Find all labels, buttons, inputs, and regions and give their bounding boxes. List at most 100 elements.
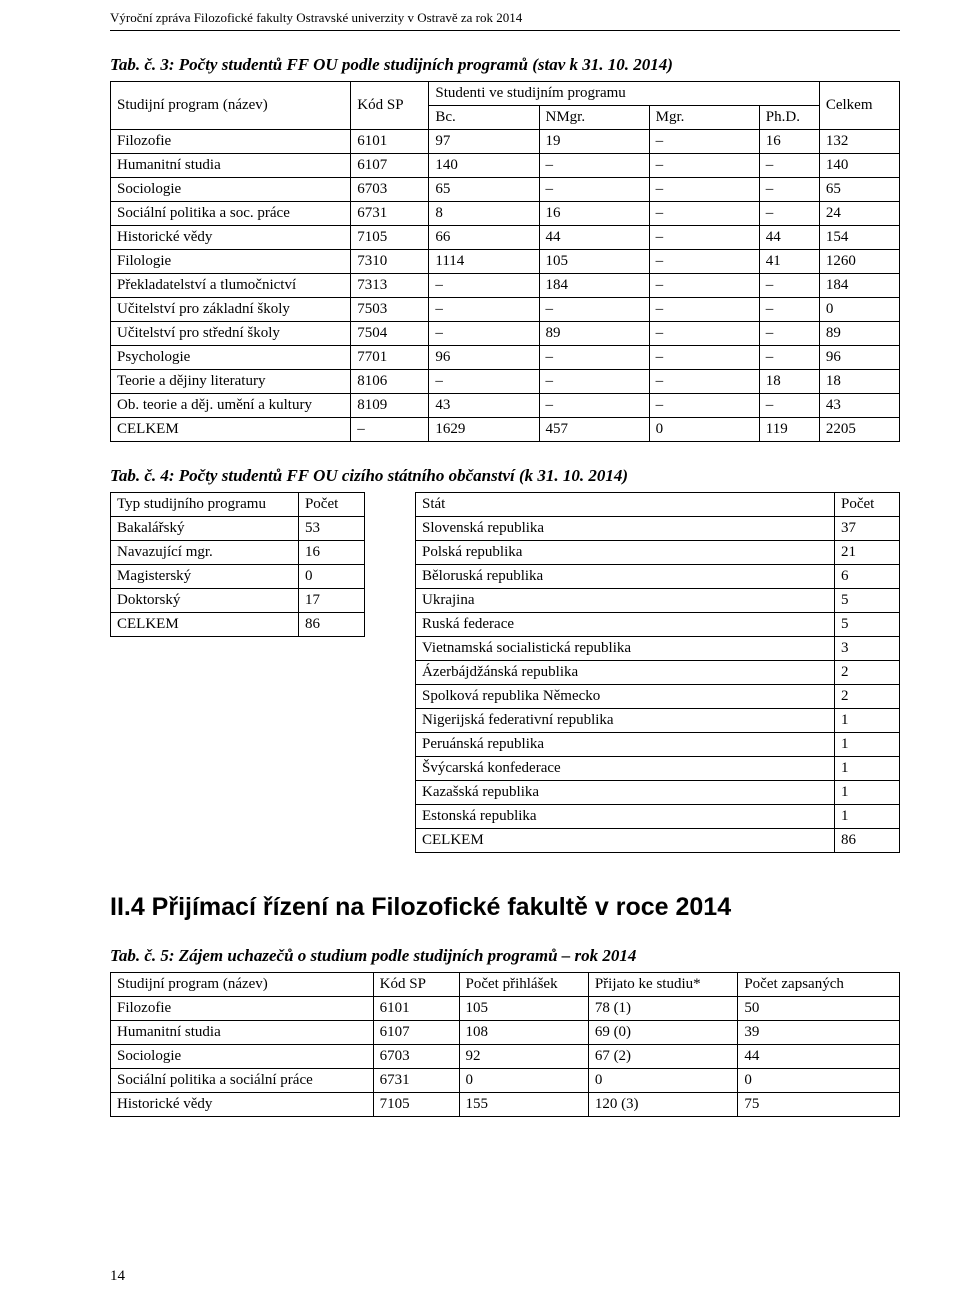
table3-row: Teorie a dějiny literatury8106–––1818 bbox=[111, 370, 900, 394]
table-cell: 75 bbox=[738, 1093, 900, 1117]
table3: Studijní program (název) Kód SP Studenti… bbox=[110, 81, 900, 442]
table4-right-row: Spolková republika Německo2 bbox=[416, 685, 900, 709]
table-cell: 96 bbox=[819, 346, 899, 370]
header-rule bbox=[110, 30, 900, 31]
table-cell: 92 bbox=[459, 1045, 588, 1069]
table-cell: 457 bbox=[539, 418, 649, 442]
table-cell: Sociální politika a soc. práce bbox=[111, 202, 351, 226]
section-heading: II.4 Přijímací řízení na Filozofické fak… bbox=[110, 893, 900, 922]
table-cell: – bbox=[759, 202, 819, 226]
table-cell: Běloruská republika bbox=[416, 565, 835, 589]
table-cell: Magisterský bbox=[111, 565, 299, 589]
table4-caption: Tab. č. 4: Počty studentů FF OU cizího s… bbox=[110, 466, 900, 486]
table-cell: 1 bbox=[835, 757, 900, 781]
table4-left: Typ studijního programu Počet Bakalářský… bbox=[110, 492, 365, 637]
table-cell: 155 bbox=[459, 1093, 588, 1117]
table-cell: 1 bbox=[835, 781, 900, 805]
table3-row: Učitelství pro střední školy7504–89––89 bbox=[111, 322, 900, 346]
table-cell: – bbox=[649, 322, 759, 346]
table-cell: 0 bbox=[738, 1069, 900, 1093]
table-cell: 6731 bbox=[351, 202, 429, 226]
th-program-name: Studijní program (název) bbox=[111, 973, 374, 997]
table-cell: 1 bbox=[835, 709, 900, 733]
th-applications: Počet přihlášek bbox=[459, 973, 588, 997]
table-cell: 5 bbox=[835, 589, 900, 613]
th-count: Počet bbox=[835, 493, 900, 517]
table-cell: 105 bbox=[459, 997, 588, 1021]
table-cell: – bbox=[351, 418, 429, 442]
table-cell: Psychologie bbox=[111, 346, 351, 370]
table3-row: Humanitní studia6107140–––140 bbox=[111, 154, 900, 178]
table4-left-row: Bakalářský53 bbox=[111, 517, 365, 541]
table-cell: Humanitní studia bbox=[111, 1021, 374, 1045]
table-cell: 154 bbox=[819, 226, 899, 250]
table-cell: 1 bbox=[835, 805, 900, 829]
table-cell: 6107 bbox=[351, 154, 429, 178]
table-cell: 1629 bbox=[429, 418, 539, 442]
table-cell: 24 bbox=[819, 202, 899, 226]
table4-right-row: Vietnamská socialistická republika3 bbox=[416, 637, 900, 661]
table-cell: 89 bbox=[539, 322, 649, 346]
table-cell: Filozofie bbox=[111, 997, 374, 1021]
table4-right-row: Estonská republika1 bbox=[416, 805, 900, 829]
table-cell: 44 bbox=[759, 226, 819, 250]
table-cell: 140 bbox=[819, 154, 899, 178]
table-cell: 7105 bbox=[351, 226, 429, 250]
th-count: Počet bbox=[298, 493, 364, 517]
table-cell: Spolková republika Německo bbox=[416, 685, 835, 709]
table-cell: 21 bbox=[835, 541, 900, 565]
table4-left-row: Doktorský17 bbox=[111, 589, 365, 613]
table-cell: – bbox=[429, 298, 539, 322]
table4-right-row: Nigerijská federativní republika1 bbox=[416, 709, 900, 733]
th-mgr: Mgr. bbox=[649, 106, 759, 130]
table-cell: 19 bbox=[539, 130, 649, 154]
table-cell: 43 bbox=[819, 394, 899, 418]
table-cell: 69 (0) bbox=[588, 1021, 738, 1045]
table-cell: – bbox=[539, 394, 649, 418]
table-cell: Ukrajina bbox=[416, 589, 835, 613]
table-cell: 120 (3) bbox=[588, 1093, 738, 1117]
table-cell: 108 bbox=[459, 1021, 588, 1045]
table-cell: 6703 bbox=[373, 1045, 459, 1069]
table-cell: CELKEM bbox=[111, 418, 351, 442]
table4-left-row: Navazující mgr.16 bbox=[111, 541, 365, 565]
table-cell: – bbox=[649, 370, 759, 394]
table3-row: Ob. teorie a děj. umění a kultury810943–… bbox=[111, 394, 900, 418]
table-cell: 7504 bbox=[351, 322, 429, 346]
table-cell: Estonská republika bbox=[416, 805, 835, 829]
table-cell: Švýcarská konfederace bbox=[416, 757, 835, 781]
table-cell: Kazašská republika bbox=[416, 781, 835, 805]
table-cell: 0 bbox=[588, 1069, 738, 1093]
table-cell: 16 bbox=[298, 541, 364, 565]
table-cell: 41 bbox=[759, 250, 819, 274]
table-cell: 44 bbox=[539, 226, 649, 250]
table4-right-row: Slovenská republika37 bbox=[416, 517, 900, 541]
table4-right-row: Kazašská republika1 bbox=[416, 781, 900, 805]
table-cell: 16 bbox=[539, 202, 649, 226]
table-cell: 86 bbox=[298, 613, 364, 637]
table4-right-row: Polská republika21 bbox=[416, 541, 900, 565]
table-cell: – bbox=[759, 154, 819, 178]
table-cell: 8106 bbox=[351, 370, 429, 394]
table4-right-row: Ruská federace5 bbox=[416, 613, 900, 637]
table-cell: 105 bbox=[539, 250, 649, 274]
table3-row: Historické vědy71056644–44154 bbox=[111, 226, 900, 250]
table5-row: Sociální politika a sociální práce673100… bbox=[111, 1069, 900, 1093]
th-bc: Bc. bbox=[429, 106, 539, 130]
table-cell: Ob. teorie a děj. umění a kultury bbox=[111, 394, 351, 418]
table-cell: 7313 bbox=[351, 274, 429, 298]
table5-row: Filozofie610110578 (1)50 bbox=[111, 997, 900, 1021]
table-cell: 184 bbox=[539, 274, 649, 298]
th-program-code: Kód SP bbox=[351, 82, 429, 130]
table-cell: 7310 bbox=[351, 250, 429, 274]
table5-caption: Tab. č. 5: Zájem uchazečů o studium podl… bbox=[110, 946, 900, 966]
table-cell: Filozofie bbox=[111, 130, 351, 154]
table-cell: 7503 bbox=[351, 298, 429, 322]
table4-right-row: CELKEM86 bbox=[416, 829, 900, 853]
th-students-group: Studenti ve studijním programu bbox=[429, 82, 819, 106]
table-cell: Vietnamská socialistická republika bbox=[416, 637, 835, 661]
table-cell: 66 bbox=[429, 226, 539, 250]
table-cell: Peruánská republika bbox=[416, 733, 835, 757]
table-cell: – bbox=[539, 298, 649, 322]
table-cell: 78 (1) bbox=[588, 997, 738, 1021]
